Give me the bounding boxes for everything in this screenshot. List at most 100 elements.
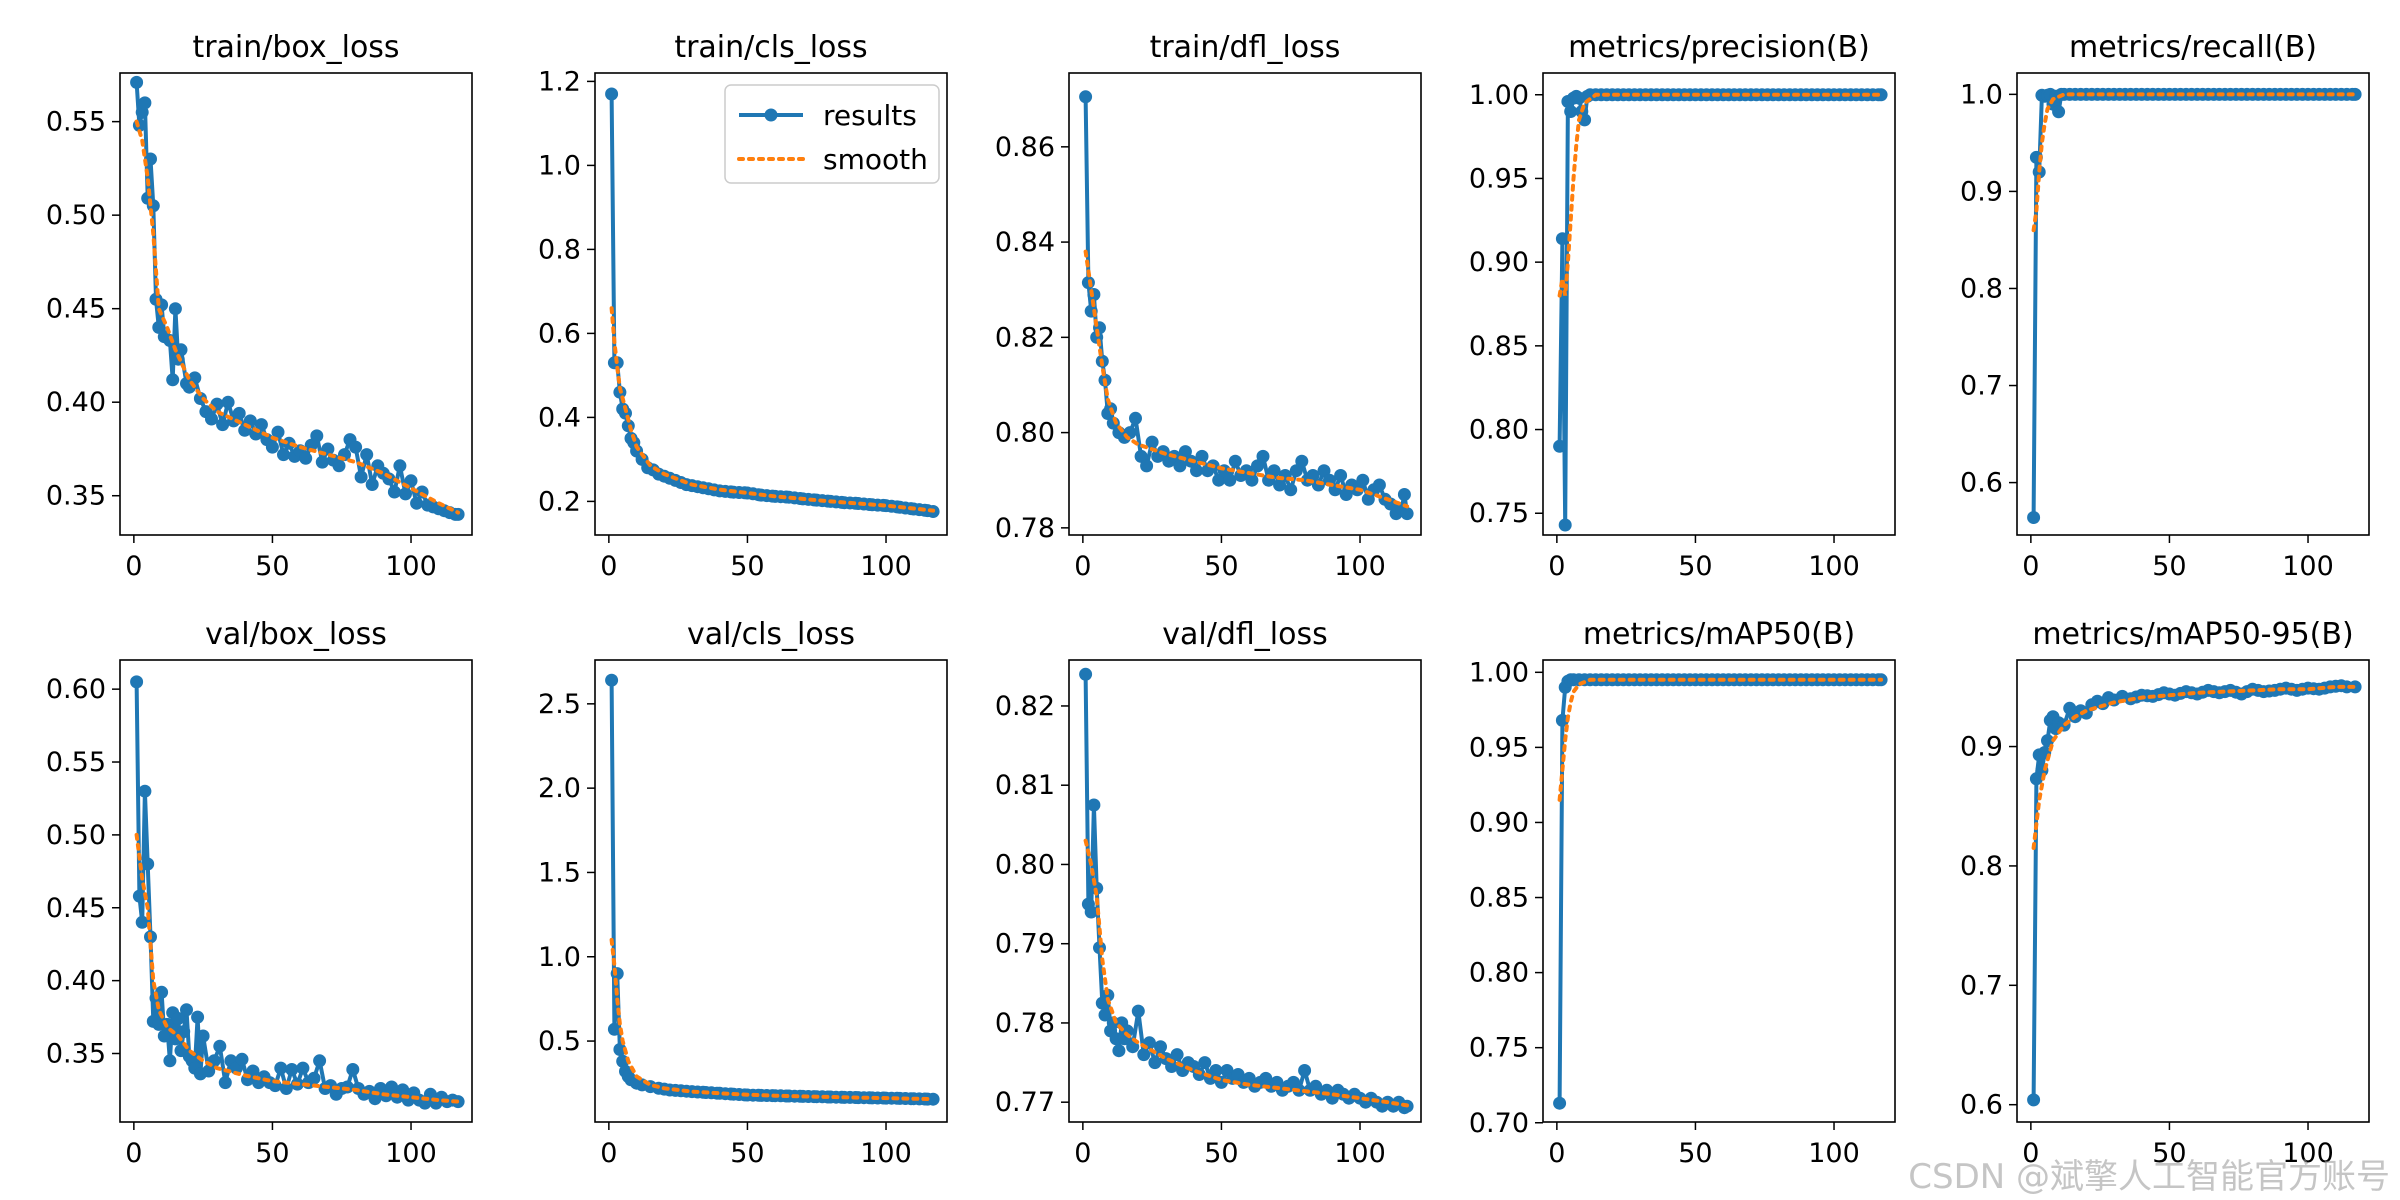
x-tick-label: 100 <box>385 1138 437 1169</box>
y-tick-label: 0.55 <box>46 747 106 778</box>
x-tick-label: 0 <box>1074 551 1091 582</box>
smooth-line <box>2031 92 2358 233</box>
results-point <box>1289 464 1303 478</box>
plot-title: metrics/mAP50(B) <box>1583 617 1855 652</box>
results-line <box>2031 92 2356 518</box>
plot-title: train/box_loss <box>192 30 399 65</box>
x-tick-label: 100 <box>1808 551 1860 582</box>
y-tick-label: 0.40 <box>46 387 106 418</box>
results-point <box>310 429 324 443</box>
results-point <box>1553 1096 1567 1110</box>
y-tick-label: 0.95 <box>1469 732 1529 763</box>
results-point <box>1148 1056 1162 1070</box>
axes-frame <box>594 72 948 536</box>
results-point <box>157 1029 171 1043</box>
results-point <box>1228 454 1242 468</box>
results-point <box>1298 1064 1312 1077</box>
results-point <box>1101 988 1115 1002</box>
results-point <box>1098 1008 1112 1022</box>
results-point <box>399 487 412 501</box>
y-tick-label: 1.5 <box>538 857 581 888</box>
x-tick-label: 0 <box>2022 551 2039 582</box>
results-point <box>605 87 619 101</box>
results-point <box>1195 449 1209 463</box>
results-point <box>1131 1004 1145 1018</box>
results-point <box>1165 1060 1179 1073</box>
y-tick-label: 0.80 <box>995 418 1055 449</box>
x-tick-label: 0 <box>600 551 617 582</box>
subplot-train-cls-loss: train/cls_loss 0 50 100 0.2 0.4 0.6 0.8 1.0 1.2 re… <box>538 30 948 582</box>
results-point <box>1284 483 1298 497</box>
smooth-line <box>1083 838 1410 1108</box>
y-tick-label: 2.0 <box>538 773 581 804</box>
x-tick-label: 50 <box>1204 1138 1238 1169</box>
results-point <box>354 470 368 484</box>
results-point <box>307 1071 321 1085</box>
results-point <box>213 1039 227 1053</box>
results-point <box>1140 459 1154 473</box>
results-point <box>605 673 619 687</box>
results-point <box>410 496 424 510</box>
results-point <box>2027 1093 2041 1107</box>
smooth-line <box>609 937 936 1102</box>
x-tick-label: 50 <box>2152 1138 2186 1169</box>
y-tick-label: 0.70 <box>1469 1108 1529 1139</box>
results-point <box>141 857 155 871</box>
y-tick-label: 0.82 <box>995 691 1055 722</box>
y-tick-label: 0.79 <box>995 929 1055 960</box>
results-point <box>205 412 218 426</box>
y-tick-label: 0.45 <box>46 294 106 325</box>
y-tick-label: 1.00 <box>1469 80 1529 111</box>
y-tick-label: 0.60 <box>46 674 106 705</box>
results-point <box>130 75 144 89</box>
x-tick-label: 50 <box>2152 551 2186 582</box>
results-point <box>1334 469 1348 482</box>
results-point <box>254 418 268 432</box>
axes-frame <box>119 72 473 536</box>
axes-frame <box>1542 659 1896 1123</box>
y-tick-label: 0.80 <box>995 849 1055 880</box>
x-tick-label: 50 <box>1204 551 1238 582</box>
results-point <box>174 343 188 357</box>
results-point <box>1190 464 1203 478</box>
plot-title: val/box_loss <box>205 617 387 652</box>
results-point <box>277 448 290 462</box>
results-point <box>138 96 152 110</box>
y-tick-label: 0.8 <box>1960 851 2003 882</box>
results-point <box>926 1092 940 1106</box>
plot-data <box>1553 88 1888 532</box>
axes-frame <box>119 659 473 1123</box>
results-point <box>1306 469 1320 482</box>
axes-frame <box>1542 72 1896 536</box>
y-tick-label: 0.7 <box>1960 371 2003 402</box>
y-tick-label: 0.45 <box>46 893 106 924</box>
plot-data <box>130 675 465 1110</box>
results-point <box>285 1063 299 1076</box>
results-point <box>216 418 230 432</box>
results-point <box>1145 435 1159 449</box>
plot-title: metrics/precision(B) <box>1568 30 1870 65</box>
smooth-line <box>1557 677 1884 802</box>
results-point <box>346 1063 360 1076</box>
results-point <box>2041 734 2054 748</box>
x-tick-label: 100 <box>2282 1138 2334 1169</box>
y-tick-label: 1.0 <box>538 942 581 973</box>
y-tick-label: 0.86 <box>995 132 1055 163</box>
watermark-text: CSDN @斌擎人工智能官方账号 <box>1908 1157 2390 1197</box>
results-point <box>1361 492 1375 506</box>
results-point <box>1273 478 1287 492</box>
results-line <box>1557 92 1882 527</box>
y-tick-label: 1.00 <box>1469 657 1529 688</box>
y-tick-label: 0.78 <box>995 1008 1055 1039</box>
results-point <box>235 1052 249 1066</box>
smooth-line <box>609 306 936 513</box>
results-point <box>1397 488 1411 501</box>
y-tick-label: 0.35 <box>46 1039 106 1070</box>
results-point <box>1245 473 1259 487</box>
plot-title: metrics/recall(B) <box>2069 30 2317 65</box>
results-point <box>1212 473 1226 487</box>
y-tick-label: 1.0 <box>1960 79 2003 110</box>
subplot-val-cls-loss: val/cls_loss 0 50 100 0.5 1.0 1.5 2.0 2.5 <box>538 617 948 1169</box>
plot-title: metrics/mAP50-95(B) <box>2032 617 2353 652</box>
